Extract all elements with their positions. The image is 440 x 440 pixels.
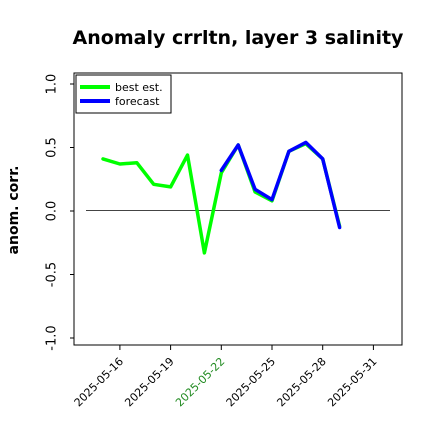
y-tick-label: 0.0 [45,201,60,222]
y-tick-label: -1.0 [45,325,60,350]
legend-label-forecast: forecast [115,95,160,108]
y-tick-label: 1.0 [45,74,60,95]
legend-box [75,74,172,114]
series-layer [101,140,342,255]
y-axis-label: anom. corr. [6,166,22,255]
y-tick-label: -0.5 [45,262,60,287]
chart-title: Anomaly crrltn, layer 3 salinity [73,27,404,49]
x-tick-label: 2025-05-31 [325,355,379,409]
legend-label-best-est: best est. [115,81,163,94]
series-line-forecast [219,140,342,230]
x-tick-label: 2025-05-25 [224,355,278,409]
y-tick-label: 0.5 [45,137,60,158]
plot-area [73,72,403,346]
x-tick-label: 2025-05-28 [274,355,328,409]
legend: best est. forecast [75,74,172,114]
y-axis: 1.0 0.5 0.0 -0.5 -1.0 [45,74,74,351]
x-tick-label: 2025-05-16 [72,355,126,409]
x-tick-label: 2025-05-19 [122,355,176,409]
x-tick-label: 2025-05-22 [173,355,227,409]
x-axis: 2025-05-162025-05-192025-05-222025-05-25… [72,345,380,409]
